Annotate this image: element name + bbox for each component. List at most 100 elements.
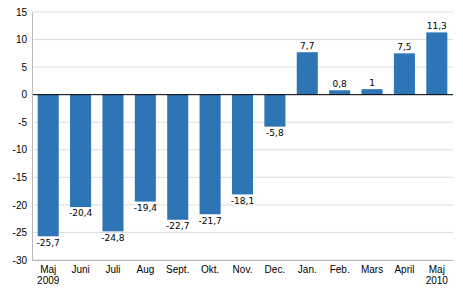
y-tick: -20 — [13, 200, 32, 211]
y-tick: -15 — [13, 172, 32, 183]
data-label: -22,7 — [166, 221, 189, 231]
y-tick: -25 — [13, 227, 32, 238]
x-tick: Dec. — [265, 260, 286, 275]
x-tick-label: Sept. — [166, 264, 189, 275]
x-tick-label: Mars — [361, 264, 383, 275]
data-label: -24,8 — [101, 233, 125, 243]
bar — [200, 95, 221, 215]
bar — [394, 53, 415, 94]
x-tick: April — [394, 260, 414, 275]
x-tick-label: Maj2010 — [426, 264, 449, 286]
x-tick-label-line: 2009 — [37, 275, 60, 286]
y-tick-label: 5 — [21, 62, 27, 73]
x-tick-label-line: 2010 — [426, 275, 449, 286]
data-label: 7,5 — [397, 42, 411, 52]
data-label: 1 — [369, 78, 375, 88]
y-tick-label: -10 — [13, 144, 28, 155]
x-axis-line — [33, 260, 454, 261]
x-axis: Maj2009JuniJuliAugSept.Okt.Nov.Dec.Jan.F… — [33, 260, 454, 286]
x-tick-label-line: Mars — [361, 264, 383, 275]
plot: -30-25-20-15-10-5051015Maj2009JuniJuliAu… — [13, 7, 454, 286]
x-tick-label: Dec. — [265, 264, 286, 275]
grid-line — [32, 67, 453, 68]
y-tick: 15 — [16, 7, 32, 18]
x-tick-label: Maj2009 — [37, 264, 60, 286]
bar — [102, 95, 123, 232]
data-label: -21,7 — [198, 216, 221, 226]
x-tick-label-line: Maj — [429, 264, 445, 275]
y-tick-label: 10 — [16, 34, 28, 45]
y-tick: 0 — [21, 89, 32, 100]
x-tick-label: Nov. — [233, 264, 253, 275]
bar — [329, 90, 350, 94]
x-tick-label-line: Jan. — [298, 264, 317, 275]
grid-line — [32, 94, 453, 95]
chart-container: -30-25-20-15-10-5051015Maj2009JuniJuliAu… — [0, 0, 463, 294]
x-tick: Nov. — [233, 260, 253, 275]
x-tick-label: Juli — [105, 264, 120, 275]
data-label: -19,4 — [134, 203, 158, 213]
y-tick: -10 — [13, 144, 32, 155]
x-tick: Mars — [361, 260, 383, 275]
y-tick-label: 15 — [16, 7, 28, 18]
grid-line — [32, 39, 453, 40]
y-tick: -30 — [13, 255, 32, 266]
grid — [32, 12, 453, 260]
bar — [426, 32, 447, 94]
y-axis: -30 -25 -20 -15 -10 -5 0 5 10 15 — [13, 7, 33, 266]
zero-line — [32, 94, 453, 95]
chart-svg: -30-25-20-15-10-5051015Maj2009JuniJuliAu… — [0, 0, 463, 294]
x-tick-label-line: Juni — [71, 264, 89, 275]
data-label: -20,4 — [69, 208, 93, 218]
data-label: 0,8 — [332, 79, 347, 89]
bar — [135, 95, 156, 202]
data-label: 7,7 — [300, 41, 314, 51]
grid-line — [32, 12, 453, 13]
x-tick-label: Feb. — [330, 264, 350, 275]
x-tick-label-line: April — [394, 264, 414, 275]
x-tick: Maj2010 — [426, 260, 449, 286]
y-tick: 10 — [16, 34, 32, 45]
x-tick: Juli — [105, 260, 120, 275]
x-tick: Sept. — [166, 260, 189, 275]
bars — [32, 32, 453, 236]
data-label: 11,3 — [427, 21, 447, 31]
x-tick-label-line: Nov. — [233, 264, 253, 275]
data-label: -18,1 — [231, 196, 254, 206]
x-tick-label: Okt. — [201, 264, 219, 275]
bar — [70, 95, 91, 207]
grid-line — [32, 232, 453, 233]
x-tick-label-line: Feb. — [330, 264, 350, 275]
data-labels: -25,7 -20,4 -24,8 -19,4 -22,7 -21,7 -18,1 -5,8 7… — [37, 21, 447, 247]
x-tick: Okt. — [201, 260, 219, 275]
x-tick: Juni — [71, 260, 89, 275]
y-tick-label: -30 — [13, 255, 28, 266]
grid-line — [32, 260, 453, 261]
y-tick-label: 0 — [21, 89, 27, 100]
bar — [362, 89, 383, 95]
x-tick: Feb. — [330, 260, 350, 275]
y-tick-label: -15 — [13, 172, 28, 183]
x-tick: Jan. — [298, 260, 317, 275]
x-tick-label: Juni — [71, 264, 89, 275]
data-label: -25,7 — [37, 238, 60, 248]
data-label: -5,8 — [266, 128, 284, 138]
x-tick-label-line: Sept. — [166, 264, 189, 275]
x-tick-label-line: Aug — [136, 264, 154, 275]
bar — [38, 95, 59, 237]
bar — [264, 95, 285, 127]
bar — [297, 52, 318, 94]
x-tick-label: April — [394, 264, 414, 275]
x-tick-label-line: Dec. — [265, 264, 286, 275]
x-tick-label-line: Okt. — [201, 264, 219, 275]
y-tick-label: -20 — [13, 200, 28, 211]
x-tick-label: Aug — [136, 264, 154, 275]
y-tick-label: -25 — [13, 227, 28, 238]
y-tick-label: -5 — [18, 117, 27, 128]
x-tick-label: Jan. — [298, 264, 317, 275]
y-axis-line — [32, 13, 33, 261]
x-tick-label-line: Maj — [40, 264, 56, 275]
bar — [167, 95, 188, 220]
x-tick-label-line: Juli — [105, 264, 120, 275]
x-tick: Maj2009 — [37, 260, 60, 286]
